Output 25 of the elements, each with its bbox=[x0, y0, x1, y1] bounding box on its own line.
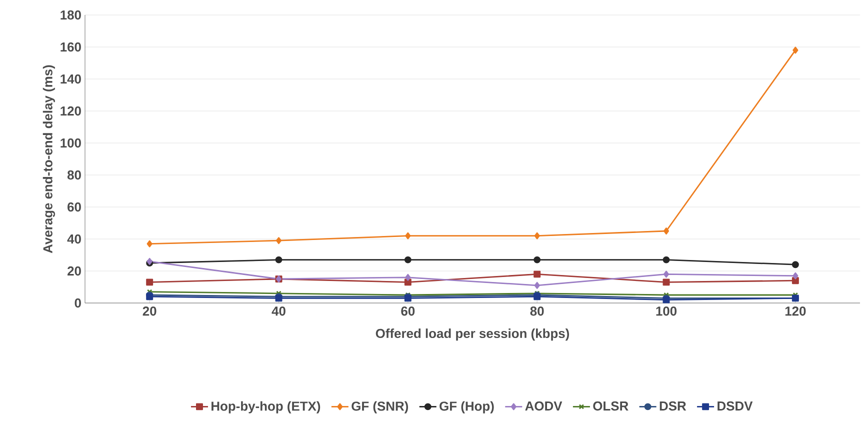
legend-label: DSDV bbox=[718, 401, 753, 411]
legend-label: GF (SNR) bbox=[352, 401, 408, 414]
y-tick-label: 20 bbox=[68, 266, 81, 276]
y-tick-label: 40 bbox=[67, 234, 81, 244]
x-tick-label: 20 bbox=[142, 306, 156, 316]
legend-label: OLSR bbox=[593, 401, 628, 411]
y-tick-label: 140 bbox=[60, 74, 81, 84]
y-tick-label: 0 bbox=[74, 298, 81, 308]
y-tick-label: 120 bbox=[60, 106, 81, 116]
legend-label: DSR bbox=[660, 401, 686, 411]
x-tick-label: 60 bbox=[401, 306, 415, 316]
y-tick-label: 180 bbox=[60, 10, 81, 20]
y-tick-label: 160 bbox=[60, 42, 81, 52]
legend-label: GF (Hop) bbox=[440, 401, 494, 414]
y-tick-label: 100 bbox=[60, 138, 81, 148]
x-tick-label: 120 bbox=[785, 306, 806, 316]
y-tick-label: 80 bbox=[67, 170, 81, 180]
x-tick-label: 40 bbox=[272, 306, 286, 316]
y-tick-label: 60 bbox=[68, 202, 81, 212]
legend-label: Hop-by-hop (ETX) bbox=[212, 401, 320, 414]
y-axis-title: Average end-to-end delay (ms) bbox=[42, 65, 56, 254]
x-axis-title: Offered load per session (kbps) bbox=[376, 328, 570, 341]
legend-label: AODV bbox=[525, 401, 562, 411]
x-tick-label: 100 bbox=[656, 306, 677, 316]
x-tick-label: 80 bbox=[530, 306, 544, 316]
